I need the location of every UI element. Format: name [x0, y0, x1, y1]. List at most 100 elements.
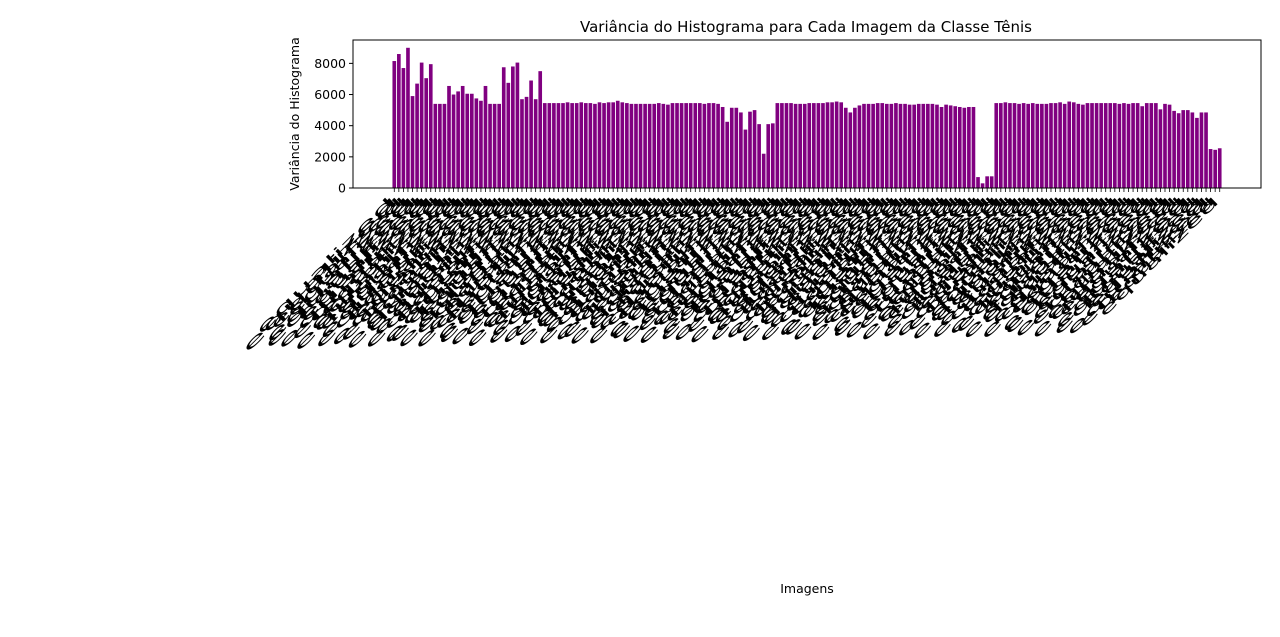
bar: [780, 103, 784, 188]
bar: [1158, 109, 1163, 188]
bar: [1113, 103, 1117, 188]
bar: [1049, 103, 1053, 188]
bar: [971, 106, 976, 188]
bar: [406, 47, 410, 188]
bar: [926, 103, 930, 188]
bar: [556, 103, 561, 188]
bar: [1026, 103, 1031, 188]
bar: [579, 102, 584, 188]
bar: [593, 103, 597, 188]
bar: [761, 153, 766, 188]
bar: [1094, 103, 1099, 188]
bar: [834, 101, 839, 188]
bar: [529, 80, 533, 188]
bar: [1103, 103, 1108, 188]
bar: [825, 102, 830, 188]
bar: [1144, 103, 1149, 188]
bar: [757, 124, 761, 188]
bar: [1167, 104, 1172, 188]
bar: [884, 103, 889, 188]
bar: [465, 93, 470, 188]
bar: [1030, 103, 1035, 188]
bar: [1003, 102, 1008, 188]
bar: [488, 103, 492, 188]
bar: [1140, 106, 1145, 188]
bar: [684, 103, 688, 188]
bar: [511, 66, 515, 188]
bar: [1071, 102, 1076, 188]
bar: [606, 102, 611, 188]
bar: [410, 96, 415, 188]
bar: [447, 85, 451, 188]
bar: [930, 103, 935, 188]
bar: [401, 68, 406, 188]
bar: [944, 104, 948, 188]
bar: [583, 103, 588, 188]
bar: [474, 98, 479, 188]
bar: [1062, 103, 1067, 188]
bar: [520, 99, 524, 188]
bar: [729, 107, 734, 188]
bar: [597, 102, 602, 188]
bar: [602, 103, 606, 188]
bar: [456, 91, 460, 188]
bar: [538, 71, 543, 188]
bar: [994, 103, 999, 188]
bar: [611, 102, 616, 188]
bar: [565, 102, 570, 188]
bar: [1035, 103, 1040, 188]
bar: [875, 103, 880, 188]
bar: [666, 104, 670, 188]
bar: [588, 103, 593, 188]
bar: [1040, 103, 1044, 188]
bar: [397, 54, 401, 188]
bar: [912, 104, 916, 188]
bar: [711, 103, 716, 188]
bar: [775, 103, 780, 188]
bar: [889, 103, 894, 188]
bar: [524, 96, 529, 188]
bar: [424, 78, 429, 188]
bar: [419, 62, 424, 189]
bar: [739, 112, 743, 188]
bar: [625, 103, 629, 188]
bar: [679, 103, 684, 188]
bar: [1008, 103, 1012, 188]
bar: [1190, 112, 1195, 188]
bar: [816, 103, 821, 188]
bar: [967, 106, 971, 188]
bar: [392, 61, 397, 188]
bar: [1058, 102, 1062, 188]
bar: [725, 121, 730, 188]
bar: [798, 103, 802, 188]
bar: [907, 104, 912, 188]
y-axis-label: Variância do Histograma: [287, 37, 302, 190]
bar: [880, 103, 885, 188]
bar: [615, 100, 620, 188]
bar: [428, 64, 433, 188]
bar: [1067, 101, 1072, 188]
bar: [1099, 103, 1103, 188]
bar: [1185, 110, 1190, 188]
bar: [1131, 103, 1135, 188]
bar: [574, 103, 579, 188]
plot-area-frame: [352, 39, 1262, 189]
bar: [935, 104, 939, 188]
bar: [542, 103, 547, 188]
bar: [1122, 103, 1126, 188]
bar: [1163, 103, 1167, 188]
bar: [957, 106, 962, 188]
bar: [807, 103, 812, 188]
y-tick-label: 0: [338, 181, 346, 196]
bar: [652, 103, 657, 188]
y-tick-label: 6000: [314, 87, 346, 102]
bar: [1085, 103, 1090, 188]
bar: [989, 176, 994, 188]
y-tick-label: 8000: [314, 56, 346, 71]
bar: [647, 103, 652, 188]
bar: [916, 103, 921, 188]
bar: [638, 103, 643, 188]
x-axis-label: Imagens: [780, 581, 834, 596]
bar: [497, 103, 501, 188]
